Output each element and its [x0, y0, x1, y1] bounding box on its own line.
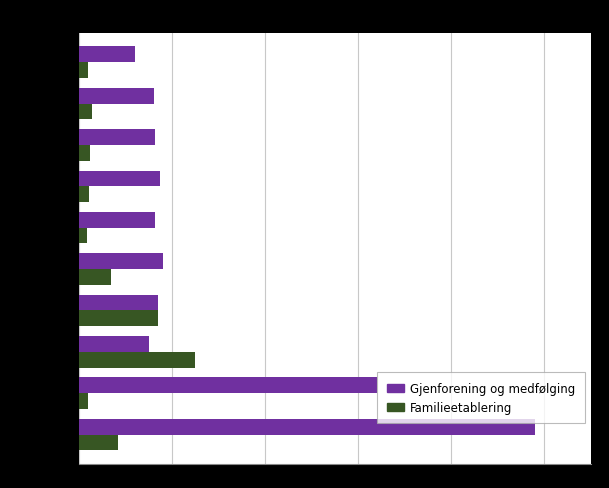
Bar: [79, 254, 163, 269]
Bar: [79, 89, 153, 104]
Bar: [79, 171, 160, 187]
Bar: [79, 63, 88, 79]
Bar: [79, 269, 111, 285]
Bar: [79, 295, 158, 311]
Bar: [79, 130, 155, 145]
Bar: [79, 228, 86, 244]
Legend: Gjenforening og medfølging, Familieetablering: Gjenforening og medfølging, Familieetabl…: [377, 373, 585, 424]
Bar: [79, 213, 155, 228]
Bar: [79, 187, 90, 203]
Bar: [79, 104, 92, 120]
Bar: [79, 145, 90, 162]
Bar: [79, 378, 377, 393]
Bar: [79, 419, 535, 435]
Bar: [79, 336, 149, 352]
Bar: [79, 435, 118, 450]
Bar: [79, 352, 195, 368]
Bar: [79, 47, 135, 63]
Bar: [79, 393, 88, 409]
Bar: [79, 311, 158, 326]
